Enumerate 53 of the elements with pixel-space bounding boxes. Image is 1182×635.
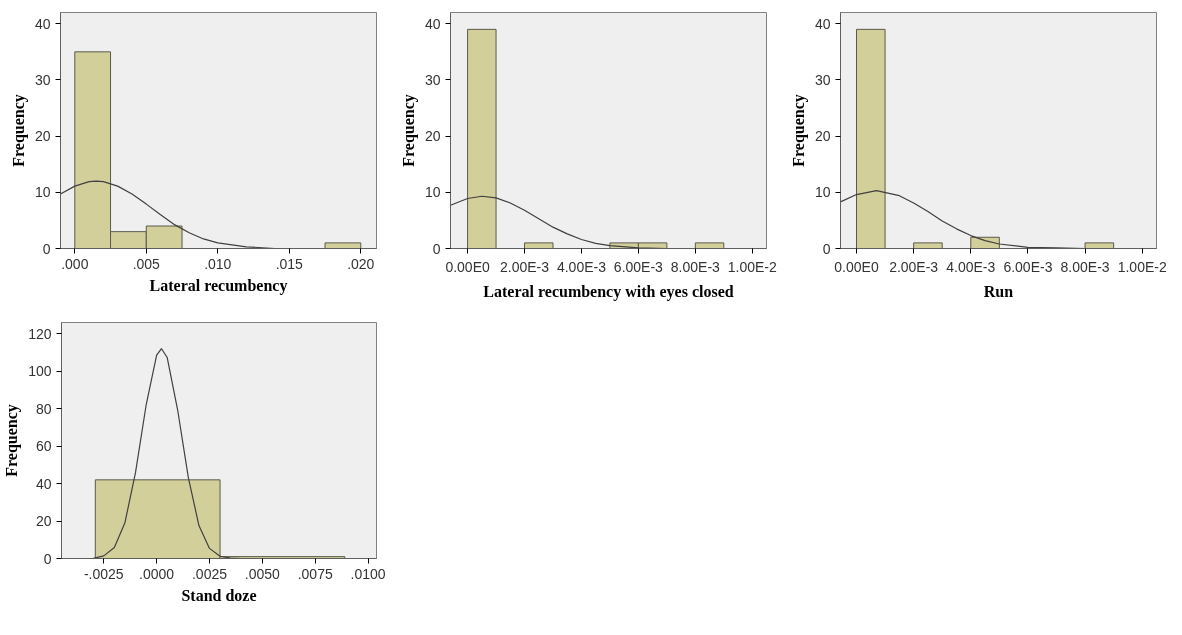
y-tick-label: 30 <box>34 71 51 88</box>
x-tick-label: .0025 <box>191 565 228 582</box>
y-tick-label: 80 <box>35 400 52 417</box>
x-tick-label: 6.00E-3 <box>1003 258 1053 275</box>
x-tick-label: .015 <box>275 255 304 272</box>
y-tick-label: 20 <box>35 513 52 530</box>
y-axis-title: Frequency <box>399 94 418 167</box>
y-tick-label: 0 <box>43 550 52 567</box>
x-tick-label: 2.00E-3 <box>500 258 550 275</box>
x-tick-label: .0100 <box>350 565 386 582</box>
x-tick-label: 4.00E-3 <box>946 258 996 275</box>
y-tick-label: 30 <box>424 71 441 88</box>
x-tick-label: 6.00E-3 <box>613 258 664 275</box>
y-tick-label: 40 <box>424 15 441 32</box>
x-axis-title: Stand doze <box>181 586 257 604</box>
y-tick-label: 100 <box>28 363 52 380</box>
x-tick-label: .0075 <box>297 565 333 582</box>
y-tick-label: 40 <box>35 475 52 492</box>
y-tick-label: 40 <box>34 15 51 32</box>
x-axis-title: Run <box>983 282 1014 300</box>
x-tick-label: 8.00E-3 <box>670 258 721 275</box>
y-axis-title: Frequency <box>9 94 28 167</box>
x-tick-label: .005 <box>132 255 161 272</box>
x-axis-title: Lateral recumbency <box>149 276 288 295</box>
y-tick-label: 10 <box>424 184 441 201</box>
y-tick-label: 0 <box>42 240 51 257</box>
x-tick-label: .020 <box>347 255 375 272</box>
y-tick-label: 10 <box>814 184 831 201</box>
y-axis-title: Frequency <box>789 94 808 167</box>
y-tick-label: 0 <box>822 240 831 257</box>
x-tick-label: .000 <box>61 255 89 272</box>
x-axis-title: Lateral recumbency with eyes closed <box>483 282 734 301</box>
x-tick-label: 8.00E-3 <box>1060 258 1110 275</box>
y-tick-label: 20 <box>814 128 831 145</box>
y-tick-label: 30 <box>814 71 831 88</box>
x-tick-label: 2.00E-3 <box>889 258 939 275</box>
x-tick-label: .0000 <box>139 565 175 582</box>
y-tick-label: 0 <box>432 240 441 257</box>
x-tick-label: .010 <box>204 255 232 272</box>
x-tick-label: -.0025 <box>83 565 124 582</box>
x-tick-label: 0.00E0 <box>834 258 879 275</box>
x-tick-label: 0.00E0 <box>445 258 490 275</box>
x-tick-label: .0050 <box>244 565 281 582</box>
y-tick-label: 40 <box>814 15 831 32</box>
y-tick-label: 20 <box>34 128 51 145</box>
x-tick-label: 1.00E-2 <box>1117 258 1167 275</box>
x-tick-label: 1.00E-2 <box>727 258 777 275</box>
y-tick-label: 10 <box>34 184 51 201</box>
y-tick-label: 20 <box>424 128 441 145</box>
y-tick-label: 60 <box>35 438 52 455</box>
y-tick-label: 120 <box>28 325 52 342</box>
x-tick-label: 4.00E-3 <box>556 258 607 275</box>
y-axis-title: Frequency <box>3 404 22 477</box>
